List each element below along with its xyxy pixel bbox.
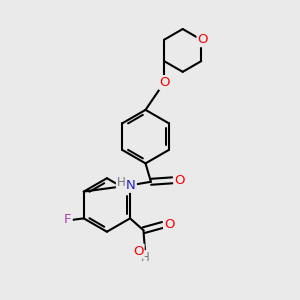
Text: O: O bbox=[197, 33, 208, 46]
Text: O: O bbox=[164, 218, 175, 230]
Text: O: O bbox=[133, 244, 144, 258]
Text: O: O bbox=[175, 174, 185, 187]
Text: N: N bbox=[126, 179, 136, 192]
Text: O: O bbox=[160, 76, 170, 89]
Text: F: F bbox=[64, 213, 72, 226]
Text: H: H bbox=[117, 176, 125, 190]
Text: H: H bbox=[141, 251, 149, 264]
